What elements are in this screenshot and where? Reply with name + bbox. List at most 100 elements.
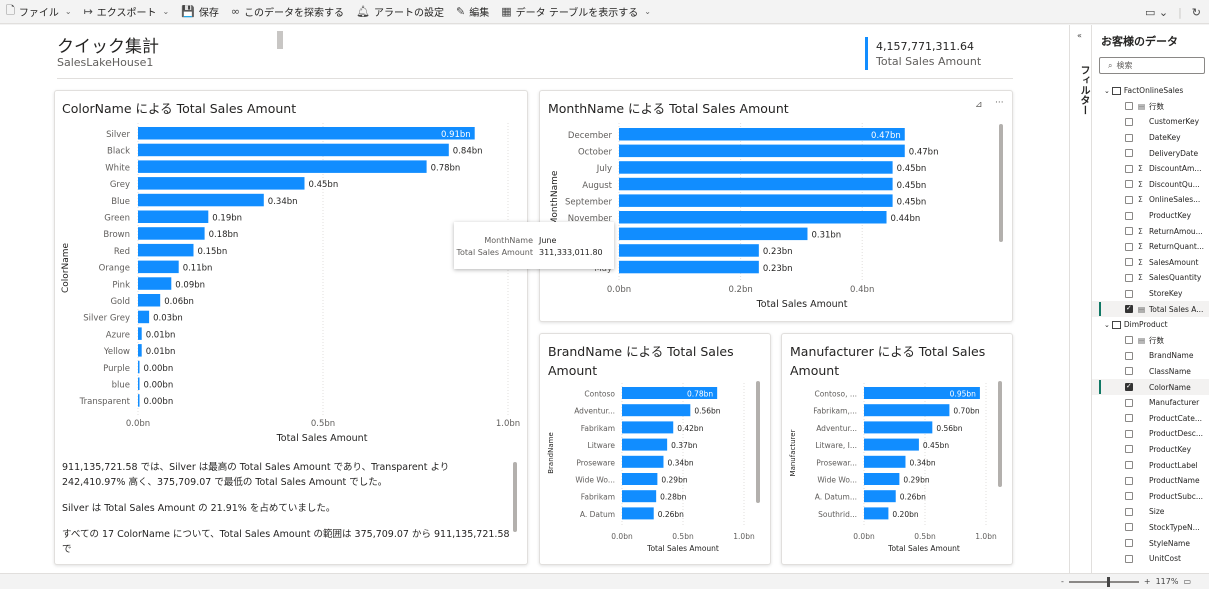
table-factonlinesales[interactable]: ⌄ FactOnlineSales [1104, 86, 1184, 96]
manufacturer-chart-card[interactable] [781, 333, 1013, 565]
bar[interactable] [138, 227, 205, 240]
field-item[interactable]: StockTypeN... [1092, 520, 1209, 536]
bar[interactable] [864, 438, 919, 451]
field-checkbox[interactable] [1125, 398, 1133, 407]
field-checkbox[interactable] [1125, 445, 1133, 454]
filters-pane-collapsed[interactable]: « [1069, 25, 1091, 573]
field-checkbox[interactable] [1125, 117, 1133, 126]
field-item[interactable]: ProductKey [1092, 208, 1209, 224]
bar[interactable] [622, 490, 657, 503]
field-item[interactable]: ▤ 行数 [1092, 333, 1209, 349]
zoom-in-button[interactable]: + [1143, 577, 1151, 586]
field-checkbox[interactable] [1125, 351, 1133, 360]
bar[interactable] [138, 143, 449, 157]
bar[interactable] [622, 507, 654, 520]
bar[interactable] [138, 294, 161, 307]
field-checkbox[interactable] [1125, 133, 1133, 142]
bar[interactable] [138, 127, 475, 140]
field-item[interactable]: Σ DiscountQu... [1092, 177, 1209, 193]
show-table-button[interactable]: ▦ データ テーブルを表示する ⌄ [501, 5, 651, 19]
bar[interactable] [864, 455, 906, 468]
bar[interactable] [619, 260, 759, 274]
month-scrollbar[interactable] [999, 124, 1003, 242]
field-checkbox[interactable] [1125, 227, 1133, 236]
field-item[interactable]: Σ SalesQuantity [1092, 270, 1209, 286]
bar[interactable] [864, 404, 950, 417]
field-checkbox[interactable] [1125, 507, 1133, 516]
month-bar-chart[interactable]: MonthName Total Sales Amount 0.0bn 0.2bn 0… [539, 118, 1013, 318]
bar[interactable] [864, 421, 933, 434]
bar[interactable] [864, 490, 896, 503]
field-item[interactable]: Σ SalesAmount [1092, 255, 1209, 271]
bar[interactable] [619, 227, 808, 241]
bar[interactable] [619, 177, 893, 191]
edit-button[interactable]: ✎ 編集 [456, 5, 490, 19]
field-item[interactable]: Σ OnlineSales... [1092, 192, 1209, 208]
bar[interactable] [619, 244, 759, 257]
field-item[interactable]: ProductName [1092, 473, 1209, 489]
field-item[interactable]: UnitCost [1092, 551, 1209, 567]
bar[interactable] [138, 160, 427, 173]
alert-button[interactable]: 🔔︎ アラートの設定 [356, 5, 445, 19]
field-checkbox[interactable] [1125, 258, 1133, 267]
field-checkbox[interactable] [1125, 367, 1133, 376]
field-item[interactable]: ProductDesc... [1092, 426, 1209, 442]
bar[interactable] [619, 128, 905, 141]
field-checkbox[interactable] [1125, 195, 1133, 204]
field-checkbox[interactable] [1125, 554, 1133, 563]
bar[interactable] [138, 377, 140, 391]
bar[interactable] [619, 194, 893, 207]
bar[interactable] [622, 421, 674, 434]
field-checkbox[interactable] [1125, 273, 1133, 282]
more-options-icon[interactable]: ··· [995, 98, 1004, 108]
field-checkbox[interactable] [1125, 414, 1133, 423]
field-checkbox[interactable] [1125, 180, 1133, 189]
field-checkbox[interactable] [1125, 382, 1133, 392]
field-item[interactable]: Σ DiscountAm... [1092, 161, 1209, 177]
table-dimproduct[interactable]: ⌄ DimProduct [1104, 320, 1168, 330]
bar[interactable] [138, 327, 142, 340]
field-checkbox[interactable] [1125, 461, 1133, 470]
field-checkbox[interactable] [1125, 476, 1133, 485]
brand-scrollbar[interactable] [756, 381, 760, 503]
field-item[interactable]: ProductKey [1092, 442, 1209, 458]
bar[interactable] [622, 473, 658, 485]
field-item[interactable]: CustomerKey [1092, 114, 1209, 130]
field-item[interactable]: DeliveryDate [1092, 145, 1209, 161]
manufacturer-scrollbar[interactable] [998, 381, 1002, 487]
bar[interactable] [138, 177, 305, 190]
export-menu[interactable]: ↦ エクスポート ⌄ [83, 5, 170, 19]
field-item[interactable]: ProductSubc... [1092, 488, 1209, 504]
field-item[interactable]: ▤ 行数 [1092, 99, 1209, 115]
data-search-input[interactable]: ⌕ 検索 [1099, 57, 1205, 74]
file-menu[interactable]: 🗋 ファイル ⌄ [6, 4, 72, 19]
color-bar-chart[interactable]: ColorName Total Sales Amount 0.0bn 0.5bn 1… [54, 118, 528, 448]
field-item[interactable]: Σ ReturnQuant... [1092, 239, 1209, 255]
field-checkbox[interactable] [1125, 211, 1133, 220]
bar[interactable] [138, 344, 142, 357]
bar[interactable] [622, 455, 664, 468]
bar[interactable] [864, 507, 889, 520]
bar[interactable] [619, 161, 893, 174]
field-checkbox[interactable] [1125, 102, 1133, 111]
bar[interactable] [138, 394, 140, 407]
explore-button[interactable]: ∞ このデータを探索する [230, 5, 345, 19]
field-checkbox[interactable] [1125, 523, 1133, 532]
field-item[interactable]: StoreKey [1092, 286, 1209, 302]
zoom-out-button[interactable]: - [1060, 577, 1064, 586]
field-item[interactable]: ProductLabel [1092, 457, 1209, 473]
bar[interactable] [622, 438, 668, 451]
insight-scrollbar[interactable] [513, 462, 517, 532]
field-checkbox[interactable] [1125, 164, 1133, 173]
bar[interactable] [864, 473, 900, 485]
bar[interactable] [864, 387, 980, 399]
fit-page-icon[interactable]: ▭ [1183, 577, 1191, 586]
brand-bar-chart[interactable]: BrandName Total Sales Amount 0.0bn 0.5bn 1… [539, 380, 771, 560]
bar[interactable] [138, 277, 172, 290]
field-item[interactable]: BrandName [1092, 348, 1209, 364]
bar[interactable] [619, 144, 905, 158]
field-checkbox[interactable] [1125, 304, 1133, 314]
field-item[interactable]: Manufacturer [1092, 395, 1209, 411]
field-item[interactable]: Size [1092, 504, 1209, 520]
collapse-icon[interactable]: « [1077, 31, 1082, 40]
